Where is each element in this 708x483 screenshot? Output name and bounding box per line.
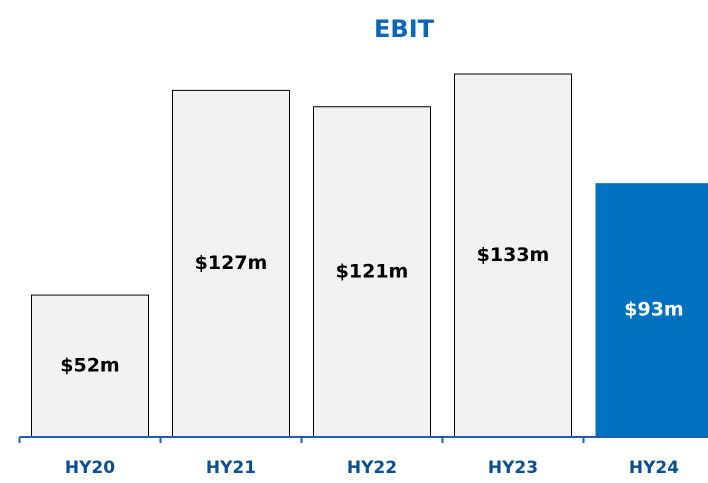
value-label: $52m [60,355,119,377]
bar [595,183,708,437]
chart-title: EBIT [374,15,435,43]
bar [172,89,290,438]
x-tick-label: HY23 [488,458,538,478]
value-label: $121m [336,260,409,282]
bar [454,73,572,438]
x-tick-label: HY21 [206,458,256,478]
value-label: $93m [624,299,683,321]
value-label: $127m [195,252,268,274]
value-label: $133m [477,244,550,266]
bar [31,294,149,438]
bar [313,106,431,438]
x-tick-label: HY24 [629,458,679,478]
x-tick-label: HY22 [347,458,397,478]
x-tick-label: HY20 [65,458,115,478]
